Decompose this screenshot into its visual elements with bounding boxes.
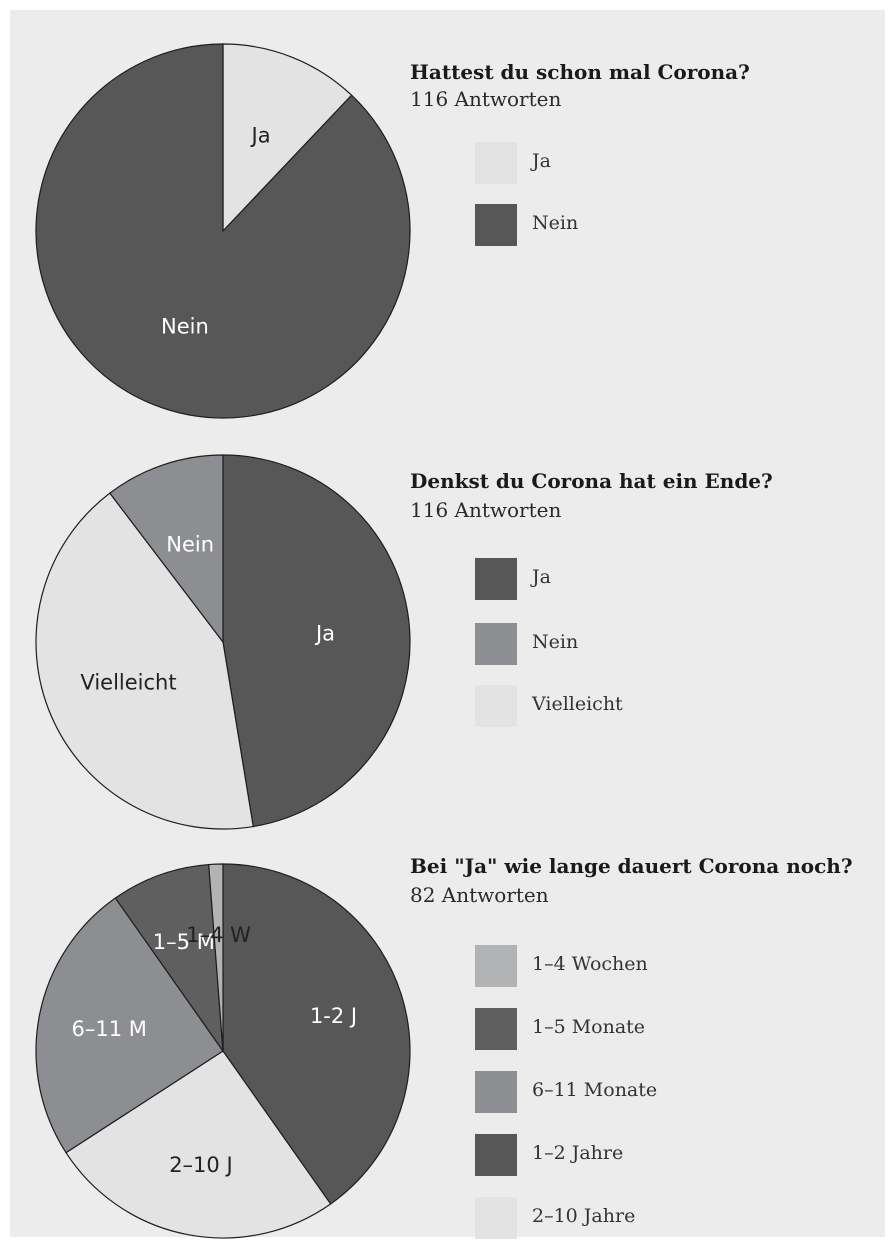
slice-label: 6–11 M xyxy=(71,1017,146,1041)
legend-label: 1–2 Jahre xyxy=(532,1142,624,1164)
pie-slice xyxy=(114,863,224,1054)
pie-slice xyxy=(108,454,224,644)
pie-slice xyxy=(222,454,411,828)
slice-label: Nein xyxy=(161,315,209,339)
slice-label: 2–10 J xyxy=(169,1153,232,1177)
legend-swatch xyxy=(475,1008,517,1050)
pie-slice xyxy=(222,863,411,1205)
slice-label: 1–5 M xyxy=(153,930,215,954)
slice-label: 1-2 J xyxy=(310,1004,357,1028)
pie-slice xyxy=(35,492,254,830)
slice-label: 1–4 W xyxy=(186,923,251,947)
legend-swatch xyxy=(475,558,517,600)
pie-slice xyxy=(222,43,353,233)
legend-label: 2–10 Jahre xyxy=(532,1205,636,1227)
legend-label: 1–5 Monate xyxy=(532,1016,646,1038)
pie-chart-3-svg: 1-2 J 2–10 J 6–11 M 1–5 M1–4 W xyxy=(35,863,411,1239)
slice-label: Nein xyxy=(166,533,214,557)
legend-swatch xyxy=(475,1071,517,1113)
chart-title: Bei "Ja" wie lange dauert Corona noch? xyxy=(410,854,853,878)
legend-swatch xyxy=(475,1197,517,1239)
chart-title: Hattest du schon mal Corona? xyxy=(410,60,750,84)
legend-swatch xyxy=(475,1134,517,1176)
legend-swatch xyxy=(475,945,517,987)
pie-slice xyxy=(35,897,224,1154)
legend-swatch xyxy=(475,623,517,665)
pie-slice xyxy=(35,43,411,419)
legend-swatch xyxy=(475,204,517,246)
chart-title: Denkst du Corona hat ein Ende? xyxy=(410,469,773,493)
legend-label: Ja xyxy=(532,566,551,588)
chart-subtitle: 116 Antworten xyxy=(410,87,562,111)
legend-label: Nein xyxy=(532,631,579,653)
pie-chart-1-svg: Ja Nein xyxy=(35,43,411,419)
legend-label: Nein xyxy=(532,212,579,234)
chart-subtitle: 116 Antworten xyxy=(410,498,562,522)
slice-label: Ja xyxy=(250,123,271,147)
slice-label: Vielleicht xyxy=(80,671,176,695)
legend-label: Ja xyxy=(532,150,551,172)
slice-label: Ja xyxy=(314,622,335,646)
legend-label: 6–11 Monate xyxy=(532,1079,658,1101)
charts-panel: Ja Nein Hattest du schon mal Corona? 116 … xyxy=(10,10,885,1239)
legend-label: 1–4 Wochen xyxy=(532,953,648,975)
pie-chart-2-svg: Ja Vielleicht Nein xyxy=(35,454,411,830)
pie-slice xyxy=(65,1050,332,1239)
legend-label: Vielleicht xyxy=(532,693,623,715)
legend-swatch xyxy=(475,685,517,727)
legend-swatch xyxy=(475,142,517,184)
chart-subtitle: 82 Antworten xyxy=(410,883,549,907)
pie-slice xyxy=(208,863,224,1052)
